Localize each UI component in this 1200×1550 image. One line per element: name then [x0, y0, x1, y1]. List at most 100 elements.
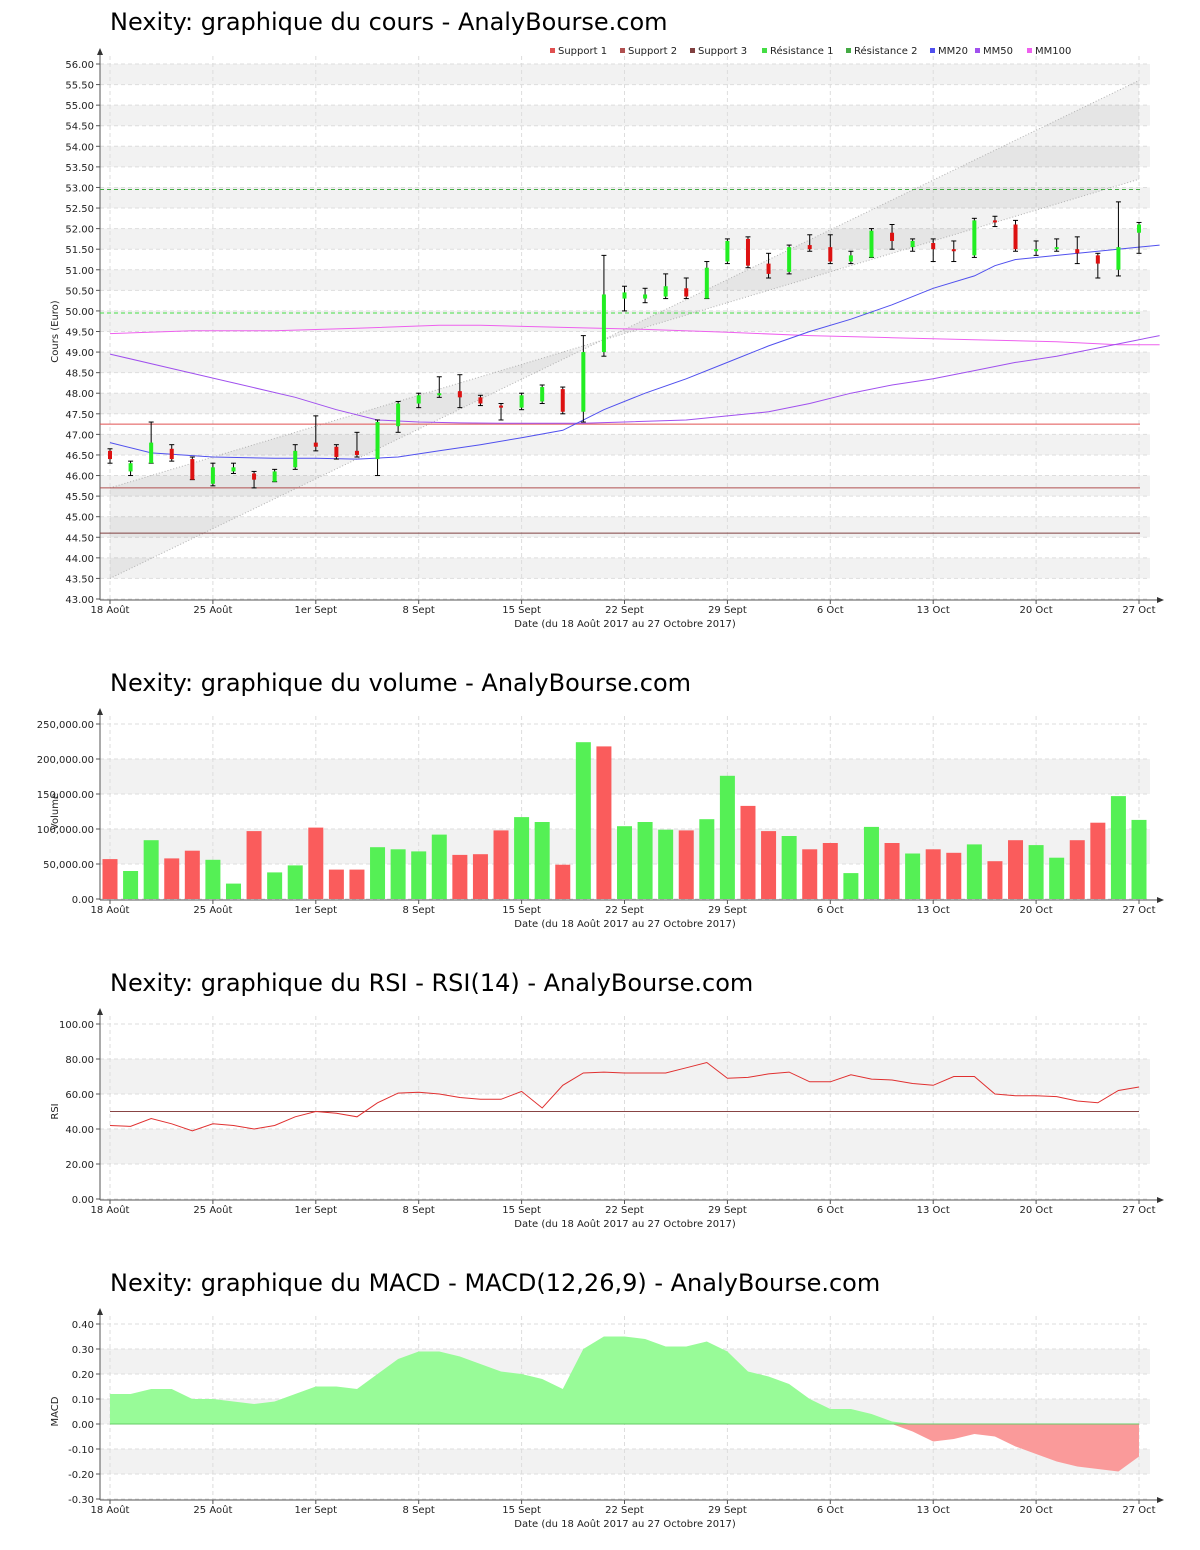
- volume-bar: [1110, 796, 1126, 899]
- candle: [930, 238, 936, 263]
- candle-body: [354, 450, 359, 455]
- x-tick-label: 18 Août: [91, 1504, 130, 1516]
- volume-bar: [390, 849, 406, 899]
- x-tick-label: 13 Oct: [917, 1505, 950, 1516]
- candle-body: [601, 294, 606, 353]
- candle: [189, 456, 195, 481]
- candle: [148, 421, 154, 464]
- y-tick-label: 54.00: [65, 142, 94, 153]
- y-axis-title: Volume: [50, 793, 61, 830]
- candle-body: [1116, 247, 1121, 270]
- volume-bar: [246, 831, 262, 899]
- candle: [601, 254, 607, 357]
- candle: [457, 374, 463, 409]
- candle-body: [766, 263, 771, 274]
- y-tick-label: 200,000.00: [37, 755, 94, 766]
- y-tick-label: 52.00: [65, 225, 94, 236]
- y-tick-label: 0.30: [72, 1345, 94, 1356]
- candle-body: [848, 255, 853, 262]
- candle: [663, 273, 669, 300]
- volume-bar: [493, 830, 509, 899]
- macd-negative-area: [110, 1424, 1139, 1472]
- volume-bar: [658, 829, 674, 899]
- legend-swatch: [690, 48, 695, 53]
- candle: [354, 431, 360, 458]
- candle: [436, 376, 442, 398]
- y-tick-label: 80.00: [65, 1055, 94, 1066]
- x-tick-label: 27 Oct: [1122, 1205, 1155, 1216]
- candle-body: [252, 473, 257, 480]
- legend-swatch: [620, 48, 625, 53]
- x-tick-label: 6 Oct: [817, 1205, 844, 1216]
- y-tick-label: 47.00: [65, 430, 94, 441]
- x-tick-label: 29 Sept: [708, 1205, 747, 1216]
- x-tick-label: 25 Août: [193, 604, 232, 616]
- candle-body: [1034, 249, 1039, 252]
- plot-band: [100, 64, 1150, 85]
- x-tick-label: 13 Oct: [917, 905, 950, 916]
- candle: [1054, 238, 1060, 252]
- legend-swatch: [930, 48, 935, 53]
- legend-swatch: [846, 48, 851, 53]
- candle-body: [478, 397, 483, 404]
- candle: [827, 234, 833, 265]
- candle: [992, 215, 998, 228]
- y-tick-label: -0.30: [68, 1495, 94, 1506]
- volume-bar: [781, 836, 797, 899]
- x-tick-label: 29 Sept: [708, 605, 747, 616]
- y-tick-label: 51.50: [65, 245, 94, 256]
- legend-swatch: [975, 48, 980, 53]
- y-tick-label: 43.00: [65, 595, 94, 606]
- candle-body: [725, 240, 730, 262]
- volume-bar: [452, 854, 468, 899]
- x-axis-title: Date (du 18 Août 2017 au 27 Octobre 2017…: [514, 918, 736, 930]
- candle: [560, 386, 566, 415]
- legend-label: Support 3: [698, 46, 747, 57]
- volume-bar: [822, 843, 838, 899]
- candle: [313, 415, 319, 452]
- candle-body: [108, 450, 112, 460]
- legend-label: Support 1: [558, 46, 607, 57]
- y-axis-title: Cours (Euro): [50, 300, 61, 363]
- candle: [333, 444, 339, 460]
- x-tick-label: 25 Août: [193, 1504, 232, 1516]
- candle: [971, 217, 977, 258]
- candle: [416, 392, 422, 409]
- candle: [642, 287, 648, 304]
- candle-body: [272, 471, 277, 482]
- legend-swatch: [762, 48, 767, 53]
- volume-bar: [1090, 822, 1106, 899]
- volume-bar: [596, 746, 612, 899]
- macd-chart-title: Nexity: graphique du MACD - MACD(12,26,9…: [110, 1269, 881, 1297]
- macd-positive-area: [110, 1336, 1139, 1424]
- candle: [704, 261, 710, 300]
- candle-body: [437, 393, 442, 396]
- x-tick-label: 15 Sept: [502, 905, 541, 916]
- rsi-chart: 0.00 20.00 40.00 60.00 80.00 100.00 18 Août 25 …: [50, 1008, 1164, 1230]
- x-tick-label: 20 Oct: [1019, 905, 1052, 916]
- candle-body: [581, 352, 586, 412]
- legend-label: Résistance 2: [854, 45, 917, 57]
- volume-bar: [802, 849, 818, 899]
- plot-band: [100, 310, 1150, 332]
- candle: [519, 392, 525, 411]
- x-tick-label: 15 Sept: [502, 605, 541, 616]
- y-tick-label: 49.50: [65, 328, 94, 339]
- x-tick-label: 22 Sept: [605, 1205, 644, 1216]
- x-tick-label: 29 Sept: [708, 1505, 747, 1516]
- candle-body: [1075, 249, 1080, 254]
- x-tick-label: 27 Oct: [1122, 605, 1155, 616]
- y-tick-label: 48.50: [65, 369, 94, 380]
- mm100-line: [109, 324, 1160, 346]
- candle: [1074, 236, 1080, 265]
- candle-body: [457, 391, 462, 398]
- plot-band: [100, 352, 1150, 373]
- y-tick-label: 40.00: [65, 1125, 94, 1136]
- candle: [375, 419, 381, 477]
- volume-chart-title: Nexity: graphique du volume - AnalyBours…: [110, 669, 692, 697]
- volume-bar: [431, 834, 447, 899]
- y-tick-label: 100.00: [59, 1020, 94, 1031]
- candle-body: [869, 230, 874, 258]
- candle: [230, 462, 236, 474]
- x-tick-label: 1er Sept: [295, 1205, 338, 1216]
